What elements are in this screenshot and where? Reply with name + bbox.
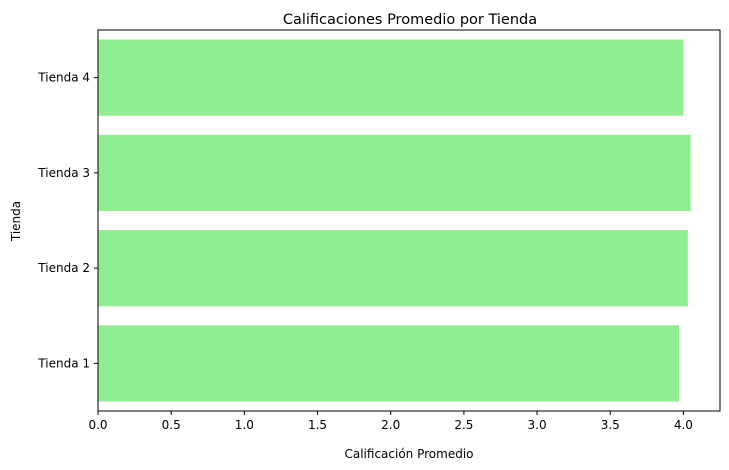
x-tick-label: 3.0 xyxy=(528,418,547,432)
bar-tienda-2 xyxy=(98,230,688,307)
x-tick-label: 4.0 xyxy=(674,418,693,432)
x-tick-label: 2.5 xyxy=(454,418,473,432)
y-axis: Tienda 1 Tienda 2 Tienda 3 Tienda 4 xyxy=(37,71,98,370)
x-tick-label: 1.0 xyxy=(235,418,254,432)
bars-group xyxy=(98,39,691,402)
plot-frame xyxy=(97,29,721,412)
x-tick-label: 1.5 xyxy=(308,418,327,432)
y-tick-label: Tienda 4 xyxy=(37,71,90,85)
y-tick-label: Tienda 2 xyxy=(37,261,90,275)
x-tick-label: 0.5 xyxy=(162,418,181,432)
y-axis-title: Tienda xyxy=(9,201,23,242)
bar-tienda-4 xyxy=(98,39,684,116)
x-tick-label: 2.0 xyxy=(381,418,400,432)
x-axis-title: Calificación Promedio xyxy=(344,447,473,461)
y-tick-label: Tienda 1 xyxy=(37,356,90,370)
x-axis: 0.0 0.5 1.0 1.5 2.0 2.5 3.0 3.5 4.0 xyxy=(88,411,693,432)
bar-tienda-3 xyxy=(98,134,691,211)
x-tick-label: 3.5 xyxy=(601,418,620,432)
bar-tienda-1 xyxy=(98,325,680,402)
x-tick-label: 0.0 xyxy=(88,418,107,432)
y-tick-label: Tienda 3 xyxy=(37,166,90,180)
chart-title: Calificaciones Promedio por Tienda xyxy=(283,12,537,28)
